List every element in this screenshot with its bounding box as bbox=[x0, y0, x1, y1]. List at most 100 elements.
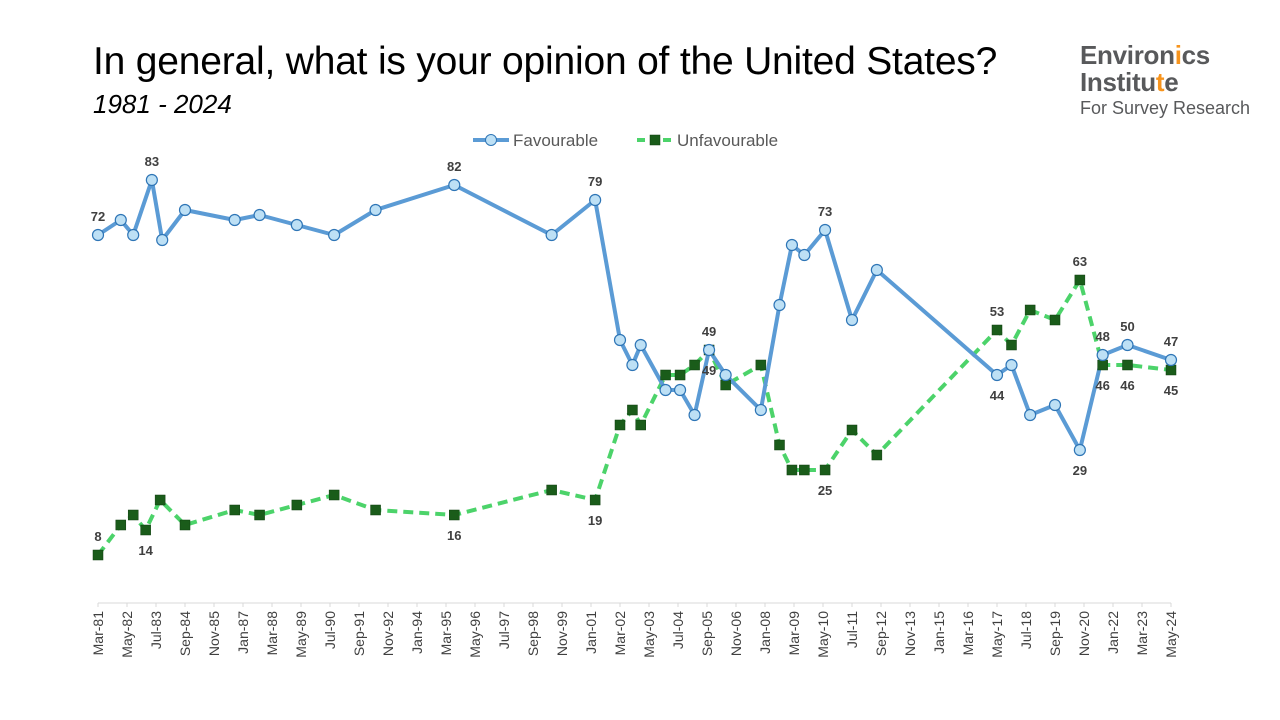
unfavourable-point bbox=[635, 419, 646, 431]
unfavourable-data-label: 25 bbox=[818, 483, 832, 498]
unfavourable-point bbox=[720, 379, 731, 391]
favourable-point bbox=[1164, 353, 1178, 367]
unfavourable-point bbox=[140, 524, 151, 536]
x-tick-label: May-10 bbox=[815, 611, 831, 658]
favourable-point bbox=[145, 173, 158, 187]
x-tick-label: Mar-16 bbox=[960, 611, 976, 656]
logo-line-2: Institute bbox=[1080, 67, 1179, 97]
unfavourable-point bbox=[449, 509, 460, 521]
favourable-point bbox=[228, 213, 241, 227]
unfavourable-point bbox=[1024, 304, 1036, 316]
favourable-point bbox=[589, 193, 602, 207]
favourable-point bbox=[870, 263, 883, 277]
favourable-data-label: 48 bbox=[1095, 329, 1109, 344]
favourable-point bbox=[798, 248, 811, 262]
favourable-point bbox=[1024, 408, 1037, 422]
chart-title: In general, what is your opinion of the … bbox=[93, 40, 998, 83]
x-tick-label: Jul-97 bbox=[496, 611, 512, 649]
favourable-point bbox=[754, 403, 767, 417]
unfavourable-point bbox=[546, 484, 557, 496]
unfavourable-point bbox=[328, 489, 340, 501]
unfavourable-point bbox=[154, 494, 166, 506]
x-tick-label: Nov-99 bbox=[554, 611, 570, 656]
x-tick-label: Sep-12 bbox=[873, 611, 889, 656]
unfavourable-point bbox=[179, 519, 191, 531]
unfavourable-data-label: 8 bbox=[94, 529, 101, 544]
favourable-point bbox=[290, 218, 303, 232]
favourable-point bbox=[448, 178, 461, 192]
unfavourable-data-label: 19 bbox=[588, 513, 602, 528]
favourable-point bbox=[688, 408, 701, 422]
x-tick-label: Mar-09 bbox=[786, 611, 802, 656]
x-tick-label: Jan-01 bbox=[583, 611, 599, 654]
favourable-point bbox=[114, 213, 127, 227]
x-tick-label: May-82 bbox=[119, 611, 135, 658]
unfavourable-point bbox=[660, 369, 671, 381]
favourable-point bbox=[659, 383, 672, 397]
favourable-data-label: 49 bbox=[702, 324, 716, 339]
x-tick-label: Mar-02 bbox=[612, 611, 628, 656]
favourable-point bbox=[818, 223, 832, 237]
x-tick-label: Sep-98 bbox=[525, 611, 541, 656]
unfavourable-point bbox=[1074, 274, 1086, 286]
unfavourable-point bbox=[1006, 339, 1017, 351]
favourable-point bbox=[1005, 358, 1018, 372]
x-tick-label: Nov-20 bbox=[1076, 611, 1092, 656]
x-tick-label: Jan-94 bbox=[409, 611, 425, 654]
favourable-data-label: 79 bbox=[588, 174, 602, 189]
unfavourable-point bbox=[370, 504, 381, 516]
x-tick-label: May-03 bbox=[641, 611, 657, 658]
unfavourable-point bbox=[1097, 359, 1108, 371]
unfavourable-data-label: 45 bbox=[1164, 383, 1178, 398]
unfavourable-point bbox=[589, 494, 601, 506]
favourable-point bbox=[369, 203, 382, 217]
favourable-point bbox=[673, 383, 687, 397]
legend-favourable-label: Favourable bbox=[513, 131, 598, 150]
x-tick-label: Jul-18 bbox=[1018, 611, 1034, 649]
x-tick-label: Jul-83 bbox=[148, 611, 164, 649]
unfavourable-point bbox=[115, 519, 127, 531]
favourable-data-label: 73 bbox=[818, 204, 832, 219]
favourable-point bbox=[178, 203, 192, 217]
unfavourable-point bbox=[627, 404, 638, 416]
favourable-point bbox=[1096, 348, 1109, 362]
unfavourable-data-label: 63 bbox=[1073, 254, 1087, 269]
unfavourable-point bbox=[774, 439, 785, 451]
unfavourable-point bbox=[991, 324, 1003, 336]
legend-favourable-marker bbox=[485, 134, 497, 146]
favourable-point bbox=[773, 298, 786, 312]
unfavourable-point bbox=[614, 419, 626, 431]
unfavourable-point bbox=[755, 359, 767, 371]
unfavourable-data-label: 14 bbox=[138, 543, 153, 558]
x-tick-label: Sep-19 bbox=[1047, 611, 1063, 656]
x-tick-label: Nov-85 bbox=[206, 611, 222, 656]
favourable-point bbox=[626, 358, 639, 372]
favourable-data-label: 29 bbox=[1073, 463, 1087, 478]
favourable-point bbox=[545, 228, 558, 242]
legend-unfavourable-marker bbox=[649, 134, 661, 146]
x-tick-label: Nov-06 bbox=[728, 611, 744, 656]
x-tick-label: Mar-95 bbox=[438, 611, 454, 656]
logo-line-3: For Survey Research bbox=[1080, 98, 1251, 118]
x-tick-label: Nov-92 bbox=[380, 611, 396, 656]
x-tick-label: May-24 bbox=[1163, 611, 1179, 658]
unfavourable-data-label: 46 bbox=[1120, 378, 1134, 393]
favourable-point bbox=[719, 368, 732, 382]
unfavourable-point bbox=[786, 464, 798, 476]
x-tick-label: Jul-04 bbox=[670, 611, 686, 649]
favourable-point bbox=[990, 368, 1004, 382]
x-tick-label: Jul-90 bbox=[322, 611, 338, 649]
unfavourable-point bbox=[846, 424, 858, 436]
unfavourable-point bbox=[674, 369, 686, 381]
x-tick-label: May-89 bbox=[293, 611, 309, 658]
favourable-point bbox=[156, 233, 169, 247]
x-tick-label: May-96 bbox=[467, 611, 483, 658]
unfavourable-point bbox=[1165, 364, 1177, 376]
favourable-point bbox=[702, 343, 716, 357]
unfavourable-point bbox=[1049, 314, 1061, 326]
x-tick-label: Mar-81 bbox=[90, 611, 106, 656]
x-tick-label: Jan-08 bbox=[757, 611, 773, 654]
unfavourable-point bbox=[1122, 359, 1133, 371]
favourable-point bbox=[1121, 338, 1134, 352]
x-tick-label: Jul-11 bbox=[844, 611, 860, 648]
